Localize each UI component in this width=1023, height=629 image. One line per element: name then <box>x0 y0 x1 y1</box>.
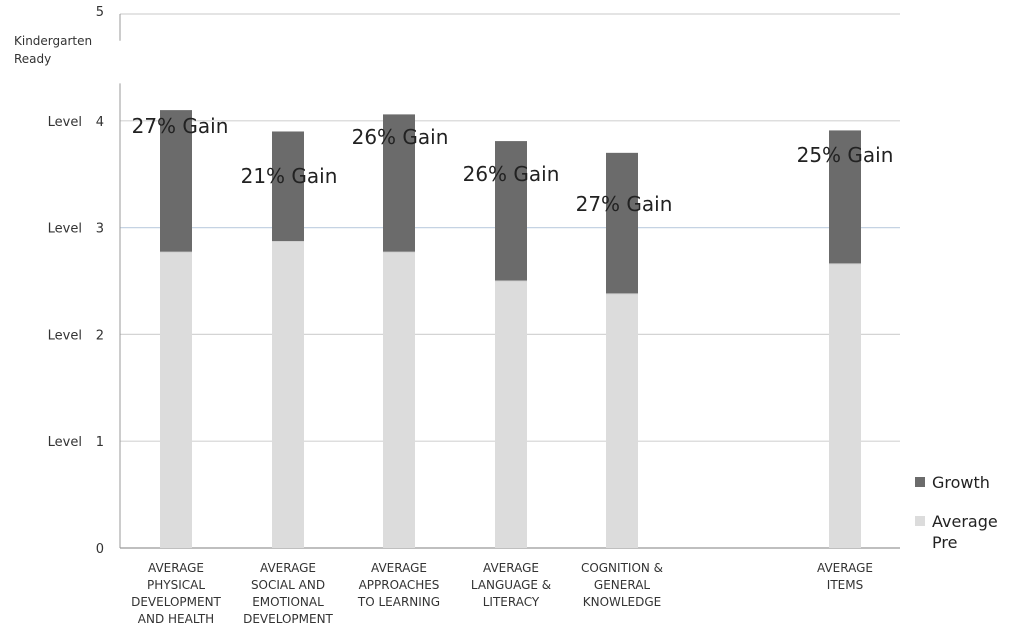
y-tick-label-1-word: Level <box>48 435 82 450</box>
category-label-1-line-4: DEVELOPMENT <box>243 612 333 626</box>
y-tick-label-0: 0 <box>96 542 104 557</box>
bar-average-pre-2 <box>383 252 415 548</box>
legend-label-growth: Growth <box>932 473 990 492</box>
y-tick-label-5: 5 <box>96 5 104 20</box>
category-label-4-line-1: COGNITION & <box>581 561 663 575</box>
category-label-5-line-2: ITEMS <box>827 578 863 592</box>
category-label-3-line-1: AVERAGE <box>483 561 539 575</box>
bar-growth-1 <box>272 131 304 242</box>
category-label-2-line-2: APPROACHES <box>359 578 440 592</box>
gain-label-4: 27% Gain <box>576 192 673 216</box>
bar-average-pre-5 <box>829 263 861 548</box>
bar-growth-2 <box>383 114 415 253</box>
bar-average-pre-4 <box>606 293 638 548</box>
category-label-4-line-3: KNOWLEDGE <box>583 595 662 609</box>
y-annotation-line-2: Ready <box>14 52 51 66</box>
bar-growth-4 <box>606 152 638 294</box>
category-label-2-line-1: AVERAGE <box>371 561 427 575</box>
gain-label-2: 26% Gain <box>352 125 449 149</box>
gain-label-3: 26% Gain <box>463 162 560 186</box>
category-label-2-line-3: TO LEARNING <box>357 595 440 609</box>
y-tick-label-1-number: 1 <box>96 435 104 450</box>
category-label-3-line-2: LANGUAGE & <box>471 578 551 592</box>
y-tick-label-2-word: Level <box>48 328 82 343</box>
legend-label-average-pre-line-2: Pre <box>932 533 957 552</box>
category-label-5-line-1: AVERAGE <box>817 561 873 575</box>
y-tick-label-2-number: 2 <box>96 328 104 343</box>
category-label-0-line-3: DEVELOPMENT <box>131 595 221 609</box>
gain-annotations: 27% Gain 21% Gain 26% Gain 26% Gain 27% Gain… <box>132 114 894 216</box>
y-annotation-line-1: Kindergarten <box>14 34 92 48</box>
bars <box>160 110 861 548</box>
bar-growth-3 <box>495 141 527 281</box>
category-label-1-line-3: EMOTIONAL <box>252 595 324 609</box>
y-tick-label-3-word: Level <box>48 222 82 237</box>
category-labels: AVERAGE PHYSICAL DEVELOPMENT AND HEALTH AVER… <box>131 561 873 626</box>
bar-growth-0 <box>160 110 192 253</box>
category-label-0-line-2: PHYSICAL <box>147 578 205 592</box>
bar-average-pre-1 <box>272 241 304 548</box>
bar-average-pre-3 <box>495 281 527 548</box>
category-label-3-line-3: LITERACY <box>483 595 540 609</box>
legend-swatch-average-pre <box>915 516 925 526</box>
category-label-1-line-1: AVERAGE <box>260 561 316 575</box>
gain-label-0: 27% Gain <box>132 114 229 138</box>
gain-label-1: 21% Gain <box>241 164 338 188</box>
y-axis: 0 Level 1 Level 2 Level 3 Level 4 5 Kindergarten Re… <box>14 5 121 557</box>
gain-label-5: 25% Gain <box>797 143 894 167</box>
bar-growth-5 <box>829 130 861 264</box>
y-tick-label-4-word: Level <box>48 115 82 130</box>
legend: Growth Average Pre <box>915 473 998 552</box>
category-label-0-line-4: AND HEALTH <box>138 612 214 626</box>
category-label-4-line-2: GENERAL <box>594 578 651 592</box>
legend-swatch-growth <box>915 477 925 487</box>
legend-label-average-pre-line-1: Average <box>932 512 998 531</box>
category-label-0-line-1: AVERAGE <box>148 561 204 575</box>
y-tick-label-4-number: 4 <box>96 115 104 130</box>
y-tick-label-3-number: 3 <box>96 222 104 237</box>
category-label-1-line-2: SOCIAL AND <box>251 578 325 592</box>
bar-average-pre-0 <box>160 252 192 548</box>
